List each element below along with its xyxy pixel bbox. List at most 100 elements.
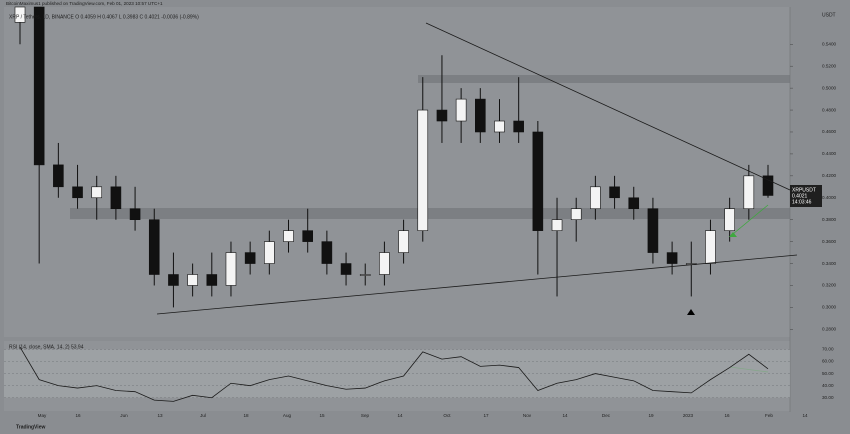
candle-body: [187, 274, 198, 286]
x-tick-label: May: [38, 413, 47, 418]
support-zone: [70, 208, 790, 219]
y-tick-label: 0.5000: [822, 85, 836, 90]
y-tick-label: 0.4200: [822, 173, 836, 178]
candle-body: [91, 186, 103, 199]
arrow-marker: [687, 309, 695, 315]
candle-body: [743, 175, 755, 210]
x-tick-label: Aug: [283, 413, 292, 418]
x-tick-label: Jul: [200, 413, 206, 418]
x-tick-label: 14: [397, 413, 403, 418]
x-tick-label: Feb: [765, 413, 773, 418]
x-tick-label: 2023: [683, 413, 694, 418]
rsi-tick-label: 30.00: [822, 395, 834, 400]
rsi-legend: RSI (14, close, SMA, 14, 2) 53.94: [9, 344, 84, 350]
candle-body: [628, 197, 640, 210]
footer-logo: TradingView: [16, 424, 45, 430]
candle-body: [570, 208, 582, 220]
y-tick-label: 0.3400: [822, 261, 836, 266]
candle-body: [379, 252, 390, 275]
x-tick-label: 19: [648, 413, 654, 418]
x-tick-label: Dec: [602, 413, 611, 418]
candles: [14, 6, 774, 308]
candle-body: [72, 186, 83, 199]
y-tick-label: 0.4400: [822, 151, 836, 156]
y-tick-label: 0.2800: [822, 327, 836, 332]
descending-trendline: [425, 22, 791, 191]
candle-body: [129, 208, 141, 220]
candle-body: [455, 98, 467, 122]
x-tick-label: 17: [483, 413, 489, 418]
y-tick-label: 0.3200: [822, 283, 836, 288]
price-pane: [4, 7, 790, 337]
ascending-trendline: [156, 254, 798, 315]
candle-body: [666, 252, 678, 264]
candle-body: [513, 120, 524, 133]
y-tick-label: 0.5200: [822, 63, 836, 68]
price-tag: XRPUSDT 0.4021 14:03:46: [790, 185, 822, 207]
candle-body: [168, 274, 179, 286]
candle-body: [436, 109, 448, 122]
y-tick-label: 0.4800: [822, 107, 836, 112]
candle-body: [244, 252, 256, 264]
candle-body: [14, 6, 26, 23]
x-tick-label: Oct: [443, 413, 451, 418]
rsi-tick-label: 70.00: [822, 347, 834, 352]
x-tick-label: 16: [75, 413, 81, 418]
x-tick-label: 13: [157, 413, 163, 418]
divergence-line: [732, 204, 769, 235]
candle-body: [33, 6, 45, 166]
rsi-tick-label: 40.00: [822, 383, 834, 388]
y-tick-label: 0.4600: [822, 129, 836, 134]
publish-line: BitcoinMaximus1 published on TradingView…: [6, 1, 163, 6]
resistance-zone: [418, 75, 790, 83]
symbol-legend: XRP / Tethers, 1D, BINANCE O 0.4059 H 0.…: [9, 14, 199, 20]
candle-body: [359, 274, 371, 276]
price-tag-countdown: 14:03:46: [792, 199, 812, 205]
candle-body: [494, 120, 505, 133]
x-tick-label: Sep: [361, 413, 370, 418]
x-tick-label: 18: [243, 413, 249, 418]
candle-body: [724, 208, 735, 231]
y-tick-label: 0.3800: [822, 217, 836, 222]
candle-body: [53, 164, 64, 188]
rsi-tick-label: 60.00: [822, 359, 834, 364]
green-marker: [729, 232, 737, 237]
candle-body: [475, 98, 486, 133]
candle-body: [762, 175, 774, 196]
candle-body: [340, 263, 352, 275]
candle-body: [551, 219, 563, 231]
y-tick-label: 0.3600: [822, 239, 836, 244]
candle-body: [206, 274, 218, 286]
candle-body: [398, 230, 409, 253]
currency-label: USDT: [822, 12, 836, 18]
y-tick-label: 0.4000: [822, 195, 836, 200]
candle-body: [264, 241, 275, 264]
candle-body: [417, 109, 429, 231]
candle-body: [302, 230, 313, 242]
y-tick-label: 0.5400: [822, 41, 836, 46]
candle-body: [110, 186, 122, 210]
candle-body: [283, 230, 294, 242]
candle-body: [647, 208, 659, 253]
x-tick-label: 16: [724, 413, 730, 418]
x-tick-label: Nov: [523, 413, 532, 418]
x-tick-label: 15: [319, 413, 325, 418]
price-tag-symbol: XRPUSDT: [792, 187, 816, 193]
candle-body: [225, 252, 237, 286]
x-tick-label: Jun: [120, 413, 128, 418]
candle-body: [609, 186, 620, 199]
rsi-tick-label: 50.00: [822, 371, 834, 376]
price-tag-price: 0.4021: [792, 193, 808, 199]
candle-body: [532, 131, 544, 231]
rsi-line: [19, 346, 769, 402]
x-tick-label: 14: [562, 413, 568, 418]
candle-body: [148, 219, 160, 275]
y-tick-label: 0.3000: [822, 305, 836, 310]
price-tag-box: [790, 185, 822, 207]
candle-body: [590, 186, 601, 210]
x-tick-label: 14: [802, 413, 808, 418]
candle-body: [321, 241, 333, 264]
candle-body: [705, 230, 716, 264]
